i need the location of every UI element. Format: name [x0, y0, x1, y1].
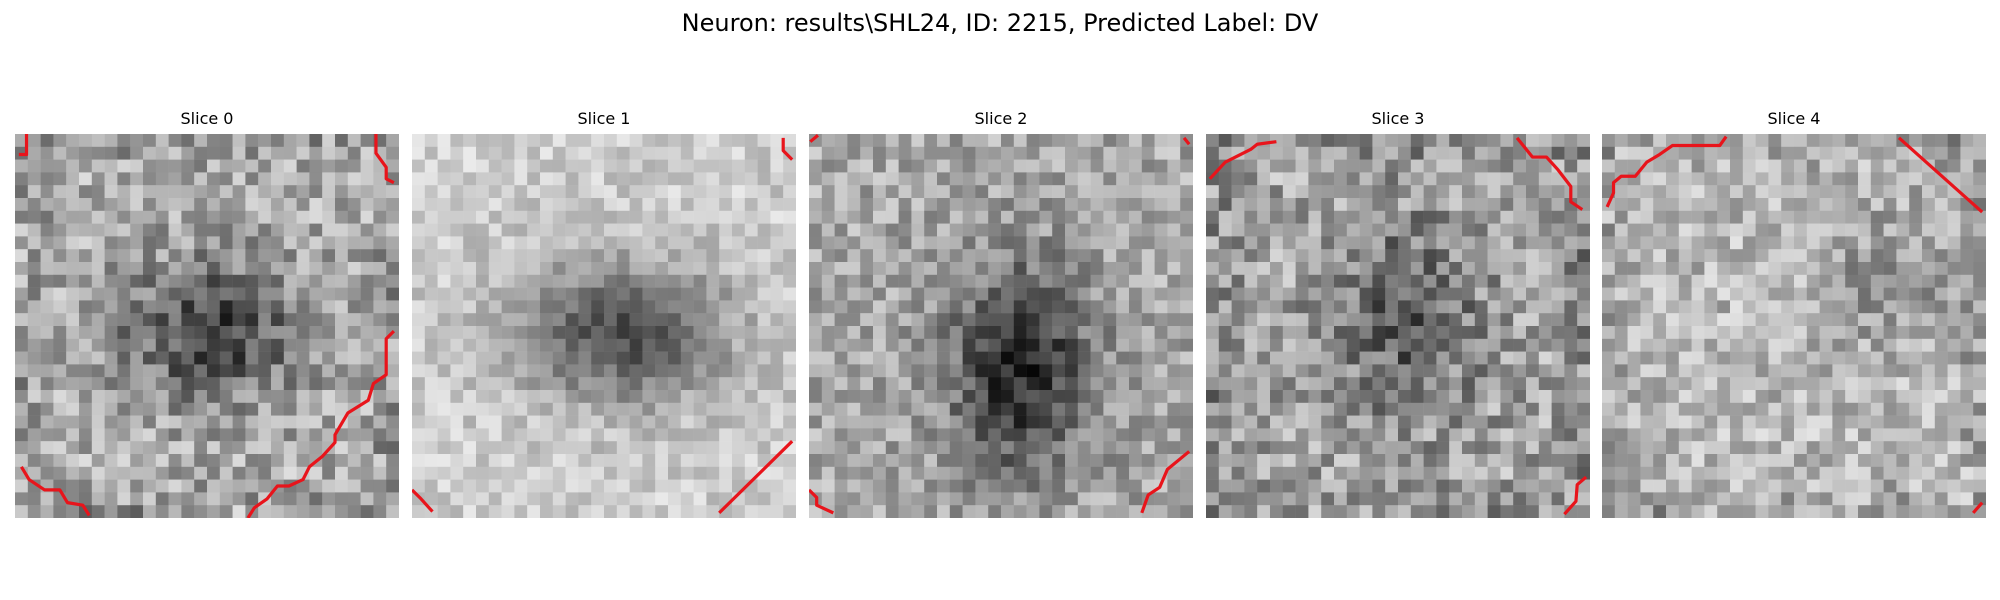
slice-title-0: Slice 0: [180, 109, 234, 128]
contour-line-4-0: [1605, 135, 1728, 208]
contour-line-3-2: [1563, 475, 1588, 516]
contour-line-4-2: [1971, 501, 1984, 514]
slice-panel-0: Slice 0: [15, 108, 399, 520]
slice-title-3: Slice 3: [1371, 109, 1425, 128]
slice-image-3: [1206, 134, 1590, 518]
slice-image-1: [412, 134, 796, 518]
slice-panel-2: Slice 2: [809, 108, 1193, 520]
contour-line-2-0: [809, 134, 819, 143]
figure-title: Neuron: results\SHL24, ID: 2215, Predict…: [681, 9, 1319, 37]
slice-title-1: Slice 1: [577, 109, 631, 128]
contour-line-2-2: [809, 488, 834, 515]
contour-line-2-1: [1182, 136, 1191, 146]
contour-line-1-1: [412, 488, 434, 513]
contour-line-0-2: [246, 329, 396, 518]
contour-line-1-0: [781, 137, 794, 161]
contour-line-0-0: [18, 134, 29, 157]
contour-line-1-2: [718, 440, 794, 515]
contour-line-4-1: [1897, 136, 1984, 214]
slice-image-4: [1602, 134, 1986, 518]
slice-title-2: Slice 2: [974, 109, 1028, 128]
contour-line-2-3: [1140, 450, 1191, 514]
slice-panel-1: Slice 1: [412, 108, 796, 520]
slice-panel-4: Slice 4: [1602, 108, 1986, 520]
slice-image-0: [15, 134, 399, 518]
slice-image-2: [809, 134, 1193, 518]
contour-line-0-1: [374, 134, 395, 185]
contour-line-0-3: [20, 465, 91, 517]
contour-line-3-0: [1208, 140, 1277, 180]
slice-panel-3: Slice 3: [1206, 108, 1590, 520]
contour-line-3-1: [1515, 136, 1584, 211]
slice-title-4: Slice 4: [1767, 109, 1821, 128]
